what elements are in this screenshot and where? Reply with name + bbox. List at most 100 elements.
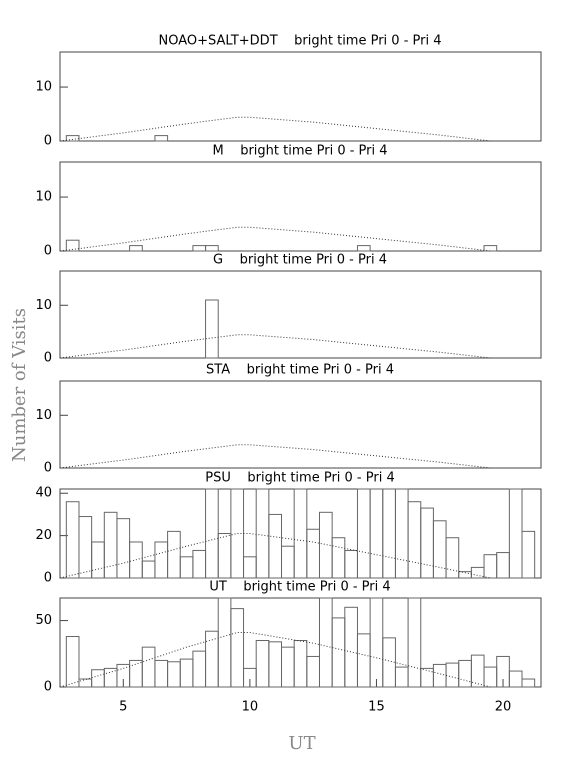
y-tick-label: 20 <box>35 528 52 543</box>
y-tick-label: 10 <box>35 190 52 205</box>
histogram-bar <box>255 488 270 579</box>
histogram-bar <box>483 554 498 579</box>
histogram-bar <box>192 245 207 252</box>
histogram-bar <box>91 541 105 579</box>
y-tick-label: 0 <box>44 461 52 476</box>
panel-title: M bright time Pri 0 - Pri 4 <box>212 144 387 159</box>
histogram-bar <box>293 640 308 688</box>
histogram-bar <box>154 659 169 688</box>
histogram-bar <box>217 597 232 688</box>
y-tick-label: 0 <box>44 351 52 366</box>
y-tick-label: 10 <box>35 408 52 423</box>
histogram-bar <box>179 556 194 579</box>
histogram-bar <box>167 661 181 688</box>
x-tick-label: 5 <box>119 700 127 715</box>
histogram-bar <box>470 654 485 688</box>
histogram-bar <box>129 541 143 579</box>
histogram-bar <box>407 501 422 579</box>
histogram-bar <box>356 245 371 252</box>
expected-curve <box>59 334 491 359</box>
histogram-bar <box>318 597 333 688</box>
histogram-bar <box>306 655 320 688</box>
panel-frame <box>59 488 542 579</box>
histogram-bar <box>432 663 447 688</box>
x-tick-label: 10 <box>242 700 259 715</box>
histogram-bar <box>78 678 93 688</box>
histogram-bar <box>65 135 80 142</box>
expected-curve <box>59 444 491 469</box>
y-axis-label: Number of Visits <box>9 308 30 462</box>
histogram-bar <box>293 488 308 579</box>
panel-frame <box>59 51 542 142</box>
histogram-bar <box>255 640 270 688</box>
panel-title: UT bright time Pri 0 - Pri 4 <box>209 580 390 595</box>
panel-title: PSU bright time Pri 0 - Pri 4 <box>205 471 394 486</box>
histogram-bar <box>521 678 536 688</box>
histogram-bar <box>192 549 207 579</box>
histogram-bar <box>281 646 295 688</box>
panel-frame <box>59 270 542 359</box>
histogram-bar <box>394 666 409 688</box>
histogram-bar <box>483 245 498 252</box>
histogram-bar <box>420 507 434 579</box>
panel-frame <box>59 597 542 688</box>
histogram-bar <box>141 560 156 579</box>
histogram-bar <box>129 659 143 688</box>
histogram-bar <box>179 658 194 688</box>
histogram-bar <box>369 488 384 579</box>
histogram-bar <box>445 662 460 688</box>
histogram-bar <box>394 488 409 579</box>
histogram-bar <box>521 530 536 579</box>
histogram-bar <box>65 501 80 579</box>
histogram-bar <box>217 533 232 579</box>
histogram-bar <box>230 488 245 579</box>
histogram-bar <box>230 608 245 688</box>
y-tick-label: 10 <box>35 80 52 95</box>
histogram-bar <box>281 545 295 579</box>
histogram-bar <box>344 606 358 688</box>
histogram-bar <box>167 530 181 579</box>
expected-curve <box>59 226 491 252</box>
histogram-bar <box>129 245 143 252</box>
x-axis-label: UT <box>288 733 315 754</box>
histogram-bar <box>496 552 510 579</box>
x-tick-label: 20 <box>495 700 512 715</box>
histogram-bar <box>192 650 207 688</box>
histogram-bar <box>306 528 320 579</box>
y-tick-label: 40 <box>35 486 52 501</box>
expected-curve <box>59 533 491 579</box>
histogram-bar <box>268 513 283 579</box>
y-tick-label: 0 <box>44 244 52 259</box>
panel-frame <box>59 161 542 252</box>
histogram-bar <box>141 646 156 688</box>
x-tick-label: 15 <box>368 700 385 715</box>
histogram-bar <box>243 556 257 579</box>
histogram-bar <box>205 245 219 252</box>
panel-title: G bright time Pri 0 - Pri 4 <box>213 253 387 268</box>
histogram-bar <box>356 488 371 579</box>
histogram-bar <box>116 518 131 579</box>
histogram-bar <box>369 597 384 688</box>
histogram-bar <box>445 537 460 579</box>
histogram-bar <box>91 669 105 688</box>
panel-title: NOAO+SALT+DDT bright time Pri 0 - Pri 4 <box>158 34 441 49</box>
panel-title: STA bright time Pri 0 - Pri 4 <box>206 363 394 378</box>
panel-frame <box>59 380 542 469</box>
histogram-bar <box>508 488 523 579</box>
histogram-bar <box>458 659 472 688</box>
histogram-bar <box>65 239 80 252</box>
y-tick-label: 0 <box>44 134 52 149</box>
histogram-bar <box>432 520 447 579</box>
histogram-bar <box>103 511 118 579</box>
histogram-bar <box>78 516 93 579</box>
histogram-bar <box>407 597 422 688</box>
histogram-bar <box>356 633 371 688</box>
y-tick-label: 0 <box>44 680 52 695</box>
histogram-bar <box>508 670 523 688</box>
histogram-bar <box>205 488 219 579</box>
y-tick-label: 0 <box>44 571 52 586</box>
histogram-bar <box>420 667 434 688</box>
histogram-bar <box>470 566 485 579</box>
histogram-bar <box>483 666 498 688</box>
